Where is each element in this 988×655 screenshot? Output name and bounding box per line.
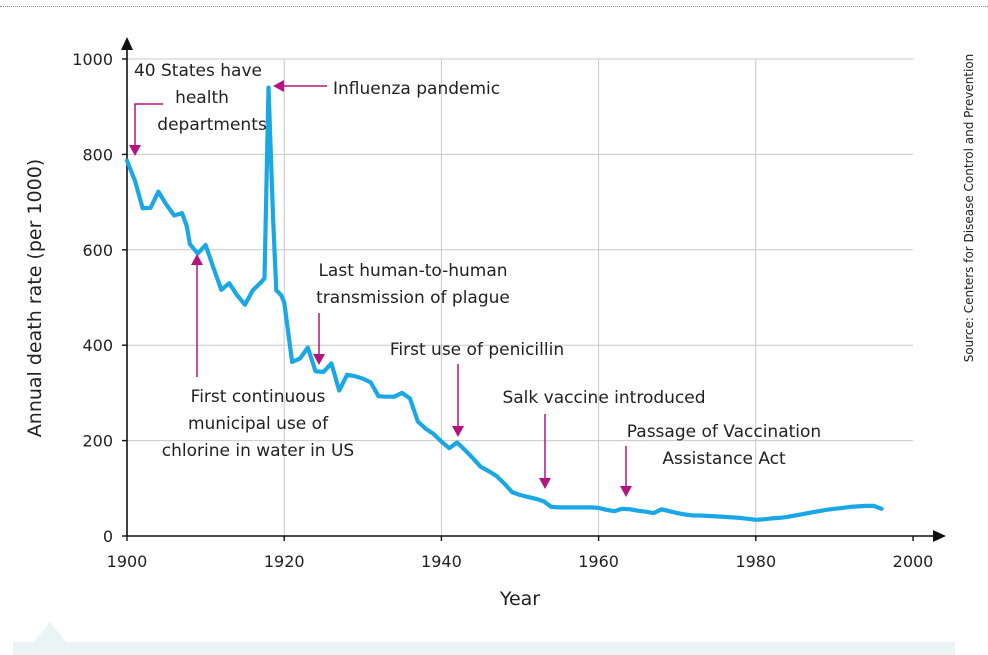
y-tick-label: 600 bbox=[82, 241, 113, 260]
series-line bbox=[124, 85, 884, 522]
grid bbox=[127, 58, 913, 536]
x-tick-label: 1980 bbox=[735, 552, 776, 571]
y-tick-label: 200 bbox=[82, 432, 113, 451]
x-axis-title: Year bbox=[499, 588, 540, 610]
annotation-chlorine: First continuous municipal use of chlorine… bbox=[162, 254, 354, 461]
annotation-arrowhead bbox=[313, 354, 325, 365]
y-axis-arrow bbox=[121, 37, 133, 50]
x-tick-label: 2000 bbox=[893, 552, 934, 571]
y-tick-label: 800 bbox=[82, 145, 113, 164]
annotation-text: departments bbox=[157, 115, 267, 135]
annotation-vaccination-act: Passage of Vaccination Assistance Act bbox=[620, 422, 821, 497]
annotation-text: municipal use of bbox=[188, 414, 329, 434]
annotation-text: transmission of plague bbox=[316, 288, 510, 308]
annotation-arrowhead bbox=[539, 478, 551, 489]
y-tick-label: 400 bbox=[82, 336, 113, 355]
annotation-text: Assistance Act bbox=[662, 449, 786, 469]
x-tick-label: 1900 bbox=[107, 552, 148, 571]
annotation-arrowhead bbox=[273, 80, 284, 92]
annotation-leader bbox=[134, 103, 163, 146]
annotation-plague: Last human-to-human transmission of plagu… bbox=[313, 261, 510, 365]
source-credit: Source: Centers for Disease Control and … bbox=[962, 54, 976, 363]
y-axis-title: Annual death rate (per 1000) bbox=[24, 159, 46, 437]
x-tick-label: 1940 bbox=[421, 552, 462, 571]
annotation-text: Passage of Vaccination bbox=[627, 422, 821, 442]
top-divider bbox=[0, 6, 988, 7]
x-tick-label: 1920 bbox=[264, 552, 305, 571]
annotation-text: chlorine in water in US bbox=[162, 441, 354, 461]
y-tick-label: 1000 bbox=[72, 50, 113, 69]
series bbox=[124, 85, 884, 522]
x-tick-label: 1960 bbox=[578, 552, 619, 571]
axes bbox=[121, 37, 946, 542]
annotation-salk: Salk vaccine introduced bbox=[502, 388, 706, 489]
y-tick-label: 0 bbox=[103, 527, 113, 546]
annotation-health-departments: 40 States have health departments bbox=[129, 61, 267, 156]
annotation-text: health bbox=[175, 88, 229, 108]
annotation-text: Salk vaccine introduced bbox=[502, 388, 705, 408]
tick-labels: 0 200 400 600 800 1000 1900 1920 1940 1960 1980 200… bbox=[72, 50, 933, 571]
x-axis-arrow bbox=[933, 530, 946, 542]
annotation-arrowhead bbox=[620, 486, 632, 497]
annotations: 40 States have health departments Influenza… bbox=[129, 61, 821, 497]
annotation-text: 40 States have bbox=[134, 61, 262, 81]
annotation-text: Last human-to-human bbox=[318, 261, 507, 281]
annotation-text: First use of penicillin bbox=[390, 340, 564, 360]
annotation-influenza: Influenza pandemic bbox=[273, 79, 500, 99]
annotation-text: First continuous bbox=[191, 387, 326, 407]
caption-notch bbox=[34, 622, 66, 642]
annotation-arrowhead bbox=[452, 426, 464, 437]
annotation-arrowhead bbox=[129, 145, 141, 156]
annotation-arrowhead bbox=[191, 254, 203, 265]
annotation-text: Influenza pandemic bbox=[333, 79, 500, 99]
annotation-penicillin: First use of penicillin bbox=[390, 340, 564, 437]
caption-panel bbox=[13, 642, 955, 655]
